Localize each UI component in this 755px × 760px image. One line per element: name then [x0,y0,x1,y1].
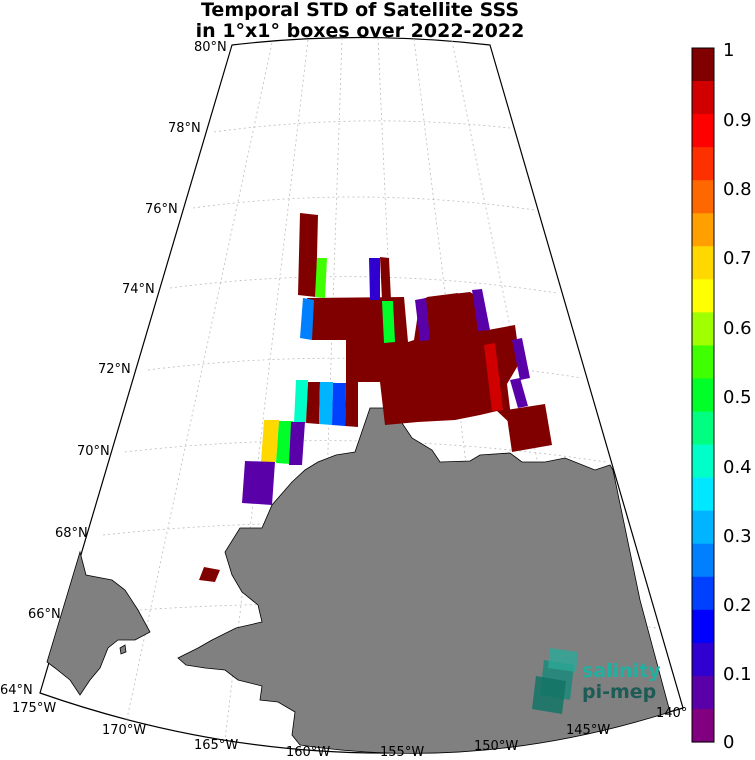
colorbar-ticks: 1 0.9 0.8 0.7 0.6 0.5 0.4 0.3 0.2 0.1 0 [723,40,752,753]
colorbar-segment [692,444,714,479]
std-cell [369,258,380,300]
colorbar-segment [692,246,714,280]
colorbar-segment [692,576,714,611]
colorbar-segment [692,81,714,115]
std-cell [319,382,333,425]
salinity-pi-mep-logo: salinity pi-mep [532,648,661,714]
colorbar-segment [692,345,714,380]
colorbar-frame [691,47,715,743]
colorbar-tick-0.7: 0.7 [723,248,752,269]
colorbar-tick-0: 0 [723,732,734,753]
lat-label-66: 66°N [28,607,61,622]
colorbar-tick-0.1: 0.1 [723,664,752,685]
colorbar-segment [692,48,714,82]
colorbar-segment [692,477,714,512]
colorbar-segment [692,708,714,743]
colorbar-segment [692,279,714,313]
lat-label-70: 70°N [77,444,110,459]
std-cell [242,461,275,505]
std-cells [199,213,552,582]
colorbar-segment [692,675,714,710]
std-cell [415,298,430,341]
colorbar-segment [692,543,714,578]
std-cell [345,382,358,427]
colorbar-segment [692,114,714,148]
logo-line-2: pi-mep [582,681,656,703]
colorbar-tick-0.3: 0.3 [723,526,752,547]
std-cell [380,257,391,300]
colorbar-tick-0.6: 0.6 [723,318,752,339]
lat-label-64: 64°N [0,683,33,698]
lat-label-72: 72°N [98,362,131,377]
colorbar-tick-0.8: 0.8 [723,179,752,200]
std-cell [300,298,314,340]
colorbar-tick-1: 1 [723,40,734,61]
colorbar-segment [692,609,714,644]
colorbar-segment [692,510,714,545]
lon-label-175w: 175°W [12,701,56,716]
std-cell [315,258,327,298]
colorbar-tick-0.2: 0.2 [723,595,752,616]
colorbar-segment [692,147,714,181]
chart-title: Temporal STD of Satellite SSS in 1°x1° b… [0,0,720,42]
logo-line-1: salinity [582,660,661,682]
colorbar-tick-0.5: 0.5 [723,387,752,408]
colorbar-tick-0.9: 0.9 [723,110,752,131]
colorbar-segment [692,312,714,347]
lat-label-68: 68°N [55,526,88,541]
std-cell [261,420,279,462]
colorbar-segment [692,378,714,413]
std-cell [199,567,220,582]
chukotka-landmass [46,550,151,696]
lon-label-160w: 160°W [286,745,330,760]
colorbar-segment [692,642,714,677]
std-cell [427,293,466,336]
std-cell [298,213,318,297]
std-cell [294,380,308,423]
std-cell [276,421,293,464]
std-cell-region [307,292,520,425]
colorbar-segment [692,411,714,446]
std-cell [332,383,346,426]
std-cell [382,301,395,343]
island-chukotka [119,644,127,655]
colorbar [692,48,714,743]
lon-label-155w: 155°W [380,745,424,760]
title-line-2: in 1°x1° boxes over 2022-2022 [195,20,525,42]
lat-label-74: 74°N [122,282,155,297]
colorbar-segment [692,180,714,214]
colorbar-segment [692,213,714,247]
std-cell [289,422,305,465]
std-cell [506,404,552,452]
colorbar-tick-0.4: 0.4 [723,457,752,478]
std-cell [484,343,503,411]
lon-label-165w: 165°W [194,738,238,753]
lon-label-140: 140° [656,706,687,721]
std-cell [306,382,320,424]
title-line-1: Temporal STD of Satellite SSS [201,0,519,21]
lat-label-80: 80°N [194,40,227,55]
longitude-labels: 175°W 170°W 165°W 160°W 155°W 150°W 145°… [12,701,687,760]
std-cell [512,338,530,380]
lon-label-150w: 150°W [474,739,518,754]
lon-label-170w: 170°W [102,723,146,738]
std-cell [510,378,528,408]
lat-label-78: 78°N [168,121,201,136]
lon-label-145w: 145°W [566,723,610,738]
latitude-labels: 80°N 78°N 76°N 74°N 72°N 70°N 68°N 66°N … [0,40,227,698]
lat-label-76: 76°N [145,202,178,217]
std-cell [472,289,490,331]
